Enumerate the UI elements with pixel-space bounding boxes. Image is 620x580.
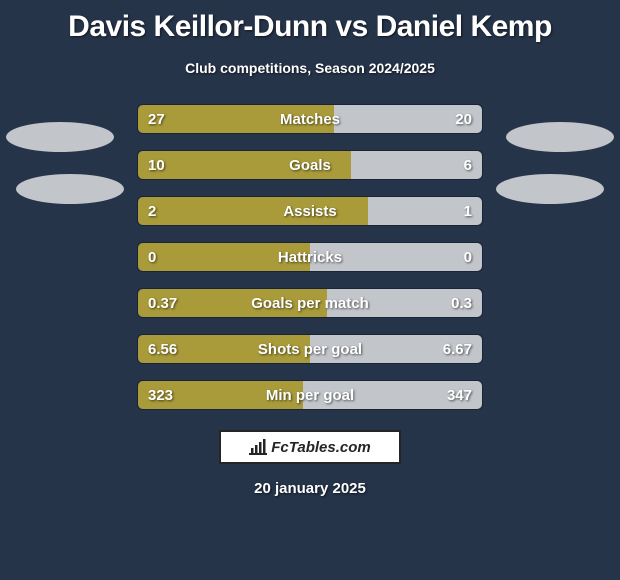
stat-value-right: 6.67	[443, 341, 472, 358]
deco-ellipse	[496, 174, 604, 204]
footer-badge-text: FcTables.com	[271, 439, 370, 456]
stat-value-left: 10	[148, 157, 165, 174]
footer-badge: FcTables.com	[219, 430, 401, 464]
deco-ellipse	[506, 122, 614, 152]
stat-label: Assists	[138, 203, 482, 220]
stat-row: Goals10 6	[137, 150, 483, 180]
stat-value-right: 0	[464, 249, 472, 266]
stat-value-right: 6	[464, 157, 472, 174]
stat-label: Goals per match	[138, 295, 482, 312]
stat-value-left: 0	[148, 249, 156, 266]
footer-date: 20 january 2025	[254, 480, 366, 497]
deco-ellipse	[16, 174, 124, 204]
page-title: Davis Keillor-Dunn vs Daniel Kemp	[68, 10, 552, 44]
stat-value-right: 0.3	[451, 295, 472, 312]
stat-label: Goals	[138, 157, 482, 174]
stat-label: Shots per goal	[138, 341, 482, 358]
content-root: Davis Keillor-Dunn vs Daniel Kemp Club c…	[0, 0, 620, 580]
stat-label: Hattricks	[138, 249, 482, 266]
stat-value-left: 323	[148, 387, 173, 404]
stat-row: Matches27 20	[137, 104, 483, 134]
stat-value-left: 2	[148, 203, 156, 220]
stat-row: Min per goal323 347	[137, 380, 483, 410]
stat-value-right: 1	[464, 203, 472, 220]
stat-value-right: 20	[455, 111, 472, 128]
stat-label: Min per goal	[138, 387, 482, 404]
deco-ellipse	[6, 122, 114, 152]
stat-row: Assists2 1	[137, 196, 483, 226]
chart-icon	[249, 439, 267, 455]
stat-row: Hattricks0 0	[137, 242, 483, 272]
subtitle: Club competitions, Season 2024/2025	[185, 60, 435, 76]
stat-label: Matches	[138, 111, 482, 128]
stat-value-left: 6.56	[148, 341, 177, 358]
stat-value-left: 27	[148, 111, 165, 128]
stat-row: Shots per goal6.56 6.67	[137, 334, 483, 364]
stat-value-left: 0.37	[148, 295, 177, 312]
stat-value-right: 347	[447, 387, 472, 404]
comparison-chart: Matches27 20 Goals10 6 Assists2 1 Hattricks0 0 G…	[0, 104, 620, 410]
stat-row: Goals per match0.37 0.3	[137, 288, 483, 318]
